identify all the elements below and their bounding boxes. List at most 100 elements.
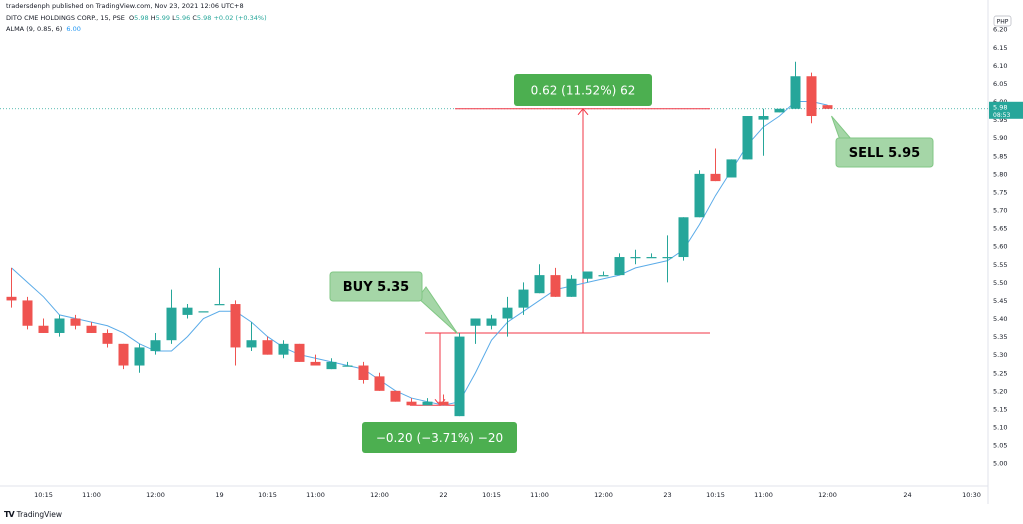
candle-body <box>614 257 625 276</box>
candle <box>598 271 609 277</box>
publish-text: tradersdenph published on TradingView.co… <box>6 2 244 10</box>
candle <box>774 108 785 113</box>
candle-body <box>166 307 177 341</box>
candle-body <box>326 361 337 370</box>
sell-label-text: SELL 5.95 <box>849 146 920 161</box>
candle <box>550 267 561 297</box>
candle-body <box>342 365 353 367</box>
candle <box>38 318 49 333</box>
y-tick-label: 5.40 <box>993 315 1007 323</box>
y-tick-label: 5.65 <box>993 225 1007 233</box>
candle <box>486 314 497 330</box>
candle-body <box>822 105 833 109</box>
x-tick-label: 12:00 <box>370 491 389 499</box>
candle <box>646 253 657 259</box>
candle-body <box>150 340 161 352</box>
x-tick-label: 24 <box>903 491 911 499</box>
sell-label[interactable]: SELL 5.95 <box>835 137 934 168</box>
candle <box>86 322 97 333</box>
candle-body <box>6 296 17 301</box>
y-tick-label: 5.25 <box>993 369 1007 377</box>
candle <box>662 235 673 283</box>
candle <box>214 267 225 306</box>
candle-body <box>438 401 449 406</box>
y-tick-label: 5.70 <box>993 207 1007 215</box>
candle-body <box>102 332 113 344</box>
measure-down-label-text: −0.20 (−3.71%) −20 <box>376 431 503 445</box>
y-tick-label: 5.60 <box>993 243 1007 251</box>
candle <box>294 343 305 362</box>
candle <box>822 105 833 109</box>
y-tick-label: 5.75 <box>993 188 1007 196</box>
candle-body <box>406 401 417 406</box>
candle <box>742 116 753 160</box>
candle-body <box>662 257 673 259</box>
y-tick-label: 5.45 <box>993 297 1007 305</box>
y-tick-label: 6.20 <box>993 26 1007 34</box>
low-value: 5.96 <box>175 14 191 22</box>
candle <box>358 361 369 384</box>
candle-body <box>278 343 289 355</box>
candle-body <box>646 257 657 259</box>
buy-label[interactable]: BUY 5.35 <box>329 271 423 302</box>
candle <box>374 372 385 391</box>
alma-line <box>11 101 828 406</box>
candle-body <box>470 318 481 326</box>
candle-body <box>422 401 433 406</box>
candle <box>150 332 161 355</box>
currency-badge[interactable] <box>993 15 1012 27</box>
last-price-countdown: 08:53 <box>993 112 1010 119</box>
candle <box>342 361 353 367</box>
y-tick-label: 6.05 <box>993 80 1007 88</box>
y-tick-label: 5.10 <box>993 423 1007 431</box>
symbol-name: DITO CME HOLDINGS CORP., 15, PSE <box>6 14 125 22</box>
candle <box>614 253 625 276</box>
candle-body <box>358 365 369 380</box>
measure-down-label[interactable]: −0.20 (−3.71%) −20 <box>362 422 517 453</box>
candle <box>166 289 177 344</box>
measure-up-arrowhead <box>577 108 589 116</box>
indicator-line[interactable]: ALMA (9, 0.85, 6) 6.00 <box>6 25 81 33</box>
candle-body <box>678 217 689 258</box>
last-price-badge <box>989 101 1023 119</box>
candle-body <box>774 108 785 113</box>
candle <box>278 340 289 359</box>
y-tick-label: 5.50 <box>993 279 1007 287</box>
candle <box>422 398 433 406</box>
candle <box>790 61 801 109</box>
candle <box>518 282 529 315</box>
candle <box>678 217 689 261</box>
candle-body <box>742 116 753 160</box>
candle-body <box>54 318 65 333</box>
candle <box>54 314 65 337</box>
tradingview-branding[interactable]: TV TradingView <box>4 510 62 519</box>
candle-body <box>454 336 465 417</box>
y-tick-label: 6.10 <box>993 62 1007 70</box>
candle <box>310 354 321 366</box>
candle-body <box>518 289 529 308</box>
indicator-name: ALMA (9, 0.85, 6) <box>6 25 63 33</box>
candle-body <box>598 275 609 277</box>
candle <box>438 394 449 406</box>
candle <box>470 318 481 344</box>
candle-body <box>134 347 145 366</box>
candle <box>390 390 401 402</box>
x-tick-label: 12:00 <box>594 491 613 499</box>
x-tick-label: 12:00 <box>818 491 837 499</box>
candle <box>182 304 193 319</box>
candle-body <box>486 318 497 326</box>
candle <box>582 271 593 283</box>
candle-body <box>118 343 129 366</box>
y-tick-label: 5.30 <box>993 351 1007 359</box>
candle <box>566 275 577 297</box>
candle <box>262 336 273 355</box>
candle-body <box>630 257 641 259</box>
measure-up-label[interactable]: 0.62 (11.52%) 62 <box>514 74 652 106</box>
candle <box>198 311 209 313</box>
candle <box>326 358 337 370</box>
candle-body <box>550 275 561 297</box>
candle <box>694 170 705 218</box>
y-tick-label: 5.95 <box>993 116 1007 124</box>
candle-body <box>694 173 705 218</box>
